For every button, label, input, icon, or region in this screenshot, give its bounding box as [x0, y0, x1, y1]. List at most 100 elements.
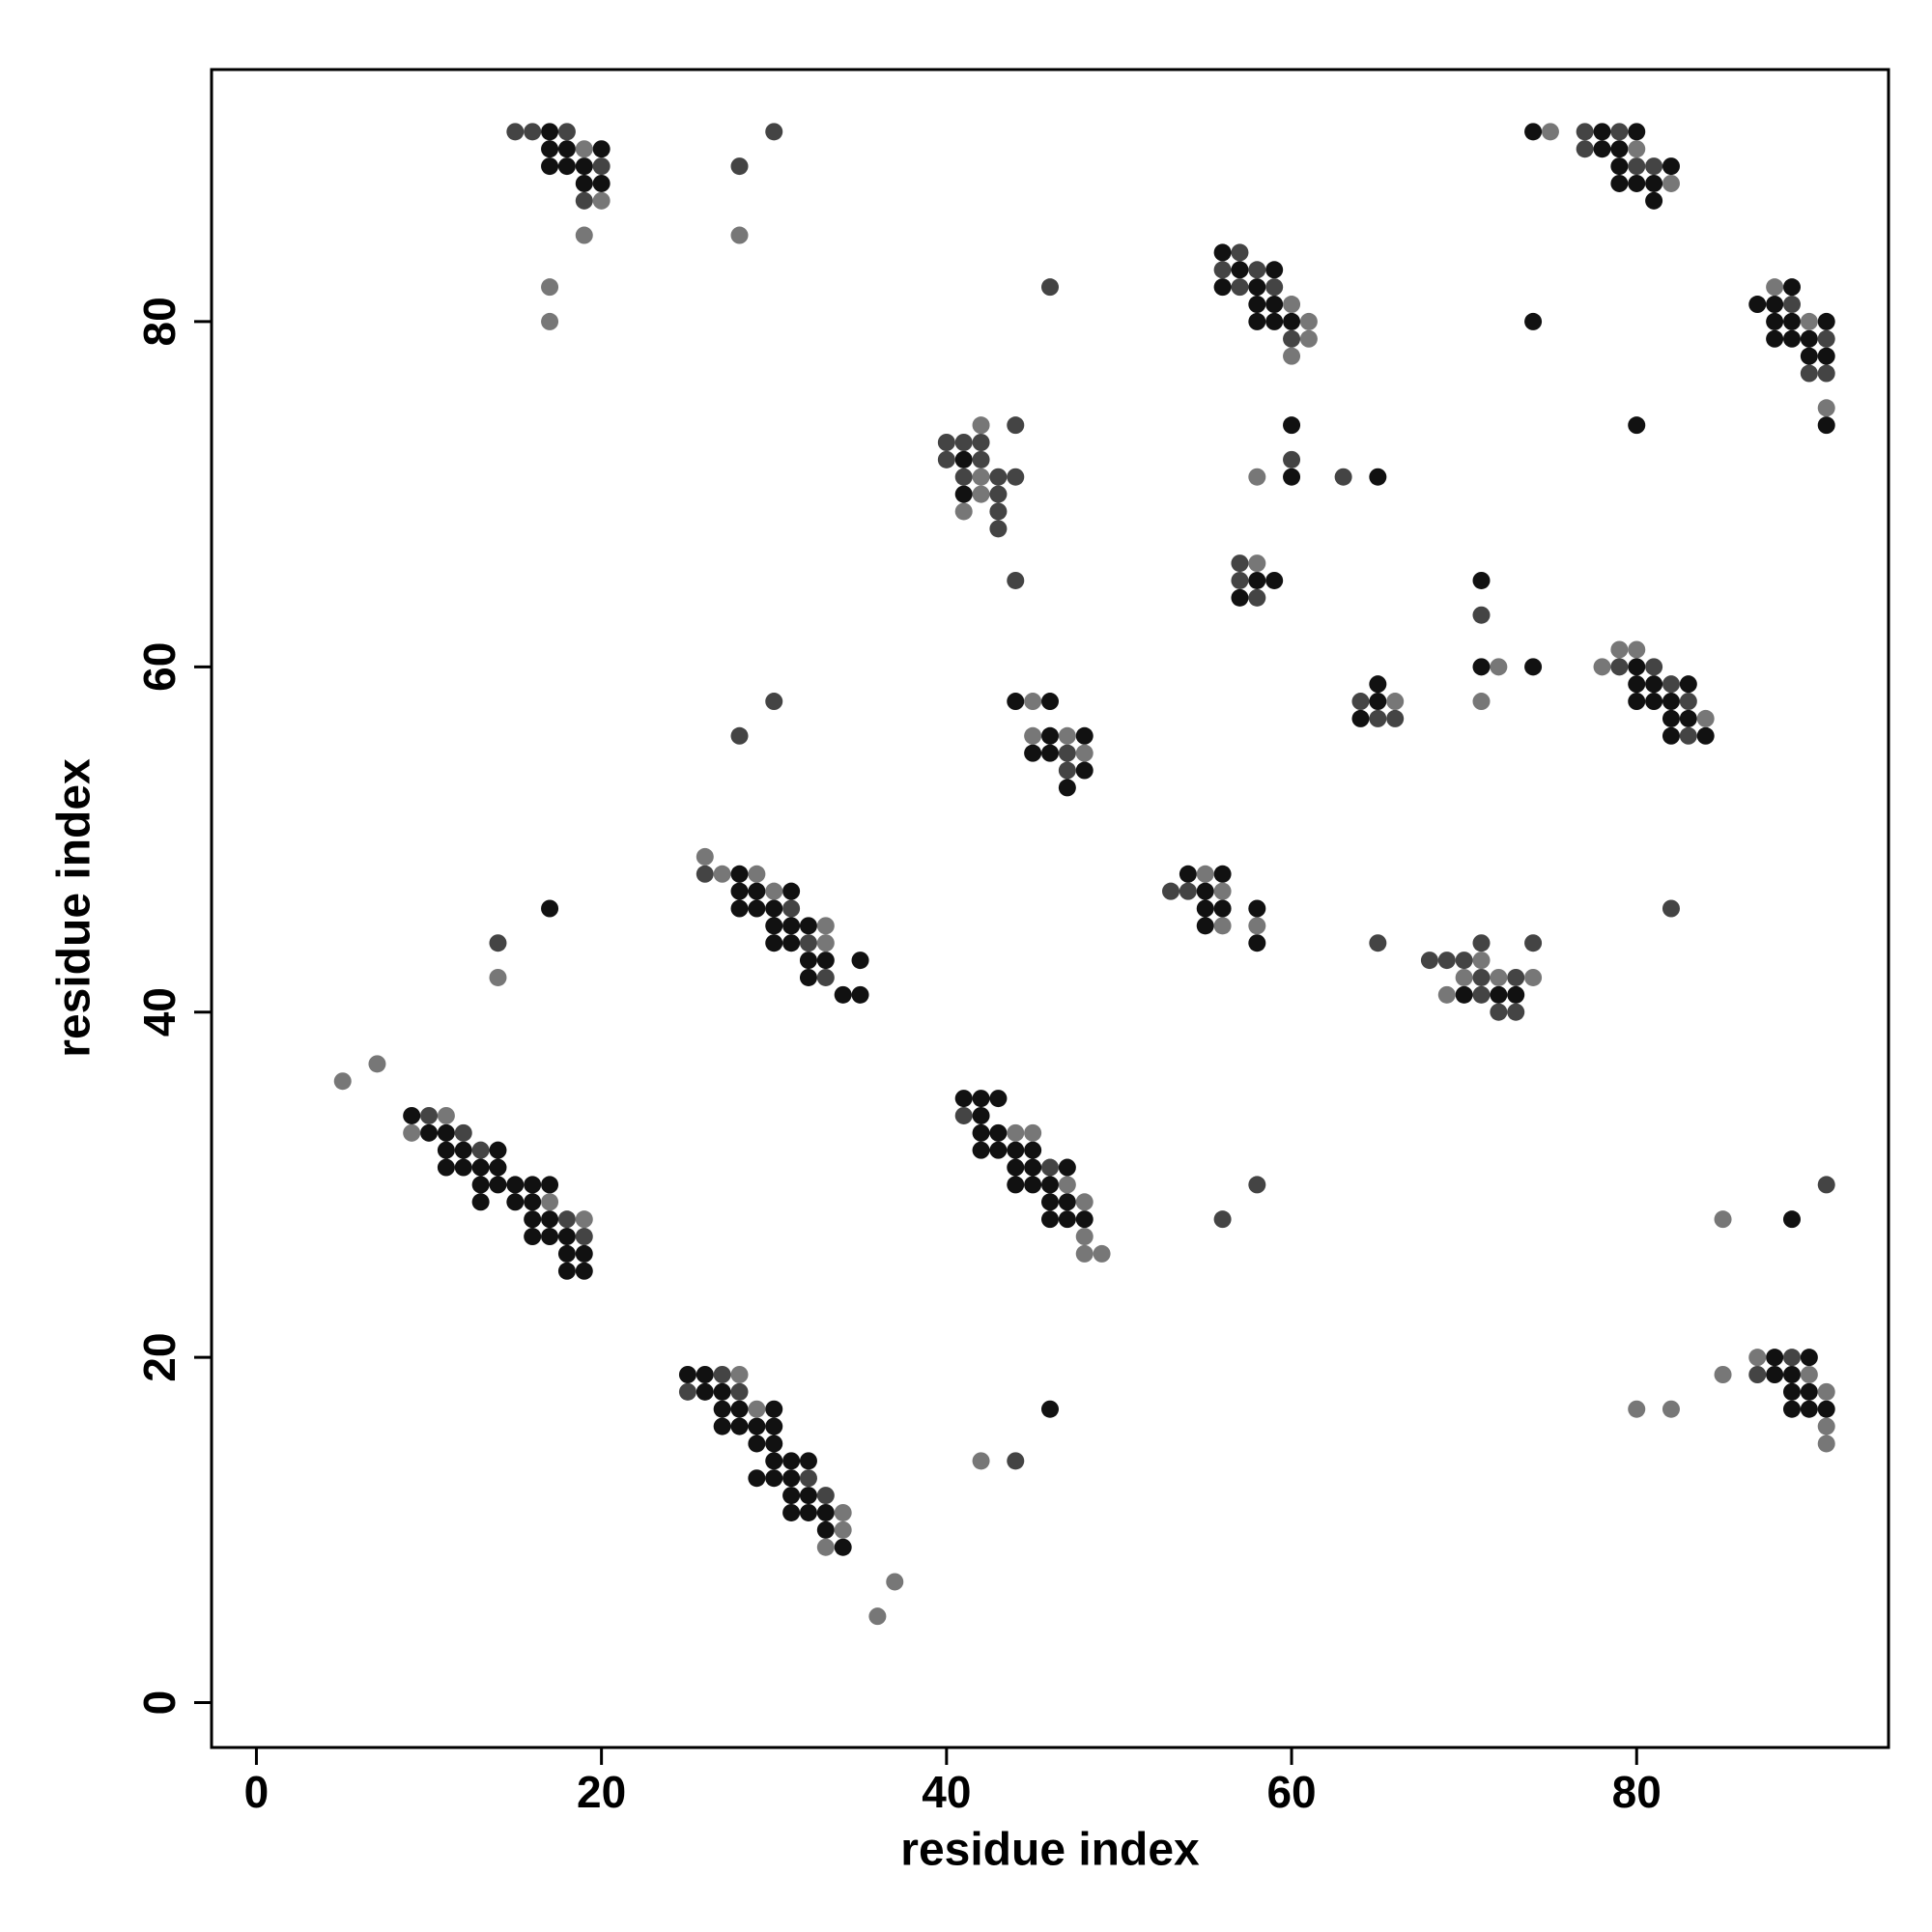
point: [1817, 1176, 1835, 1194]
point: [1213, 917, 1232, 935]
point: [1748, 1349, 1767, 1367]
point: [782, 1452, 801, 1470]
point: [816, 917, 835, 935]
point: [834, 1503, 852, 1521]
point: [1437, 952, 1456, 970]
point: [765, 934, 783, 952]
point: [730, 1400, 749, 1418]
point: [1593, 140, 1611, 158]
point: [1593, 123, 1611, 141]
point: [1679, 675, 1697, 694]
point: [730, 1417, 749, 1435]
point: [1766, 1366, 1784, 1383]
point: [730, 157, 749, 176]
point: [1472, 985, 1491, 1004]
point: [799, 1503, 817, 1521]
point: [1782, 278, 1801, 297]
point: [1248, 899, 1266, 918]
point: [1610, 640, 1629, 659]
point: [954, 1106, 973, 1124]
point: [437, 1106, 455, 1124]
point: [713, 865, 731, 883]
y-tick-label: 80: [134, 297, 185, 346]
point: [851, 985, 869, 1004]
point: [748, 1400, 766, 1418]
point: [1576, 140, 1594, 158]
point: [1162, 882, 1180, 900]
point: [696, 847, 714, 866]
point: [506, 1176, 525, 1194]
point: [1041, 278, 1059, 297]
point: [1075, 1228, 1094, 1246]
x-tick-label: 60: [1266, 1767, 1316, 1817]
point: [471, 1176, 490, 1194]
point: [489, 1176, 507, 1194]
point: [989, 468, 1008, 486]
point: [1455, 968, 1473, 986]
point: [972, 450, 990, 469]
point: [1490, 968, 1508, 986]
point: [765, 882, 783, 900]
point: [541, 140, 559, 158]
point: [1662, 174, 1680, 192]
point: [1420, 952, 1438, 970]
point: [1058, 1176, 1076, 1194]
point: [1058, 1193, 1076, 1211]
point: [1369, 934, 1387, 952]
point: [1645, 157, 1663, 176]
point: [454, 1123, 472, 1142]
x-tick-label: 80: [1612, 1767, 1662, 1817]
point: [1283, 347, 1301, 365]
point: [524, 1193, 542, 1211]
y-tick-label: 60: [134, 642, 185, 692]
point: [972, 468, 990, 486]
point: [1472, 934, 1491, 952]
point: [989, 1123, 1008, 1142]
point: [506, 123, 525, 141]
point: [799, 1452, 817, 1470]
point: [575, 191, 593, 210]
point: [1248, 296, 1266, 314]
point: [1524, 123, 1543, 141]
point: [471, 1193, 490, 1211]
point: [1696, 726, 1715, 745]
point: [592, 174, 611, 192]
point: [834, 985, 852, 1004]
point: [1058, 1158, 1076, 1177]
point: [1334, 468, 1352, 486]
point: [1524, 312, 1543, 330]
point: [782, 1503, 801, 1521]
point: [1093, 1244, 1111, 1263]
point: [1041, 744, 1059, 762]
point: [1662, 157, 1680, 176]
point: [972, 1106, 990, 1124]
point: [972, 416, 990, 435]
point: [748, 1417, 766, 1435]
point: [1196, 882, 1214, 900]
y-tick-label: 20: [134, 1333, 185, 1382]
point: [1265, 312, 1284, 330]
point: [713, 1400, 731, 1418]
point: [816, 1503, 835, 1521]
point: [730, 882, 749, 900]
point: [1782, 329, 1801, 348]
point: [1075, 1193, 1094, 1211]
point: [1058, 761, 1076, 780]
point: [454, 1158, 472, 1177]
point: [1058, 744, 1076, 762]
point: [1714, 1210, 1732, 1229]
point: [1817, 364, 1835, 383]
point: [1369, 693, 1387, 711]
point: [1455, 985, 1473, 1004]
point: [1628, 123, 1646, 141]
point: [1800, 1400, 1818, 1418]
point: [1179, 865, 1197, 883]
point: [816, 934, 835, 952]
point: [954, 502, 973, 521]
point: [730, 1382, 749, 1401]
point: [1213, 899, 1232, 918]
point: [1007, 1452, 1025, 1470]
point: [730, 899, 749, 918]
point: [1782, 1400, 1801, 1418]
point: [765, 1435, 783, 1453]
